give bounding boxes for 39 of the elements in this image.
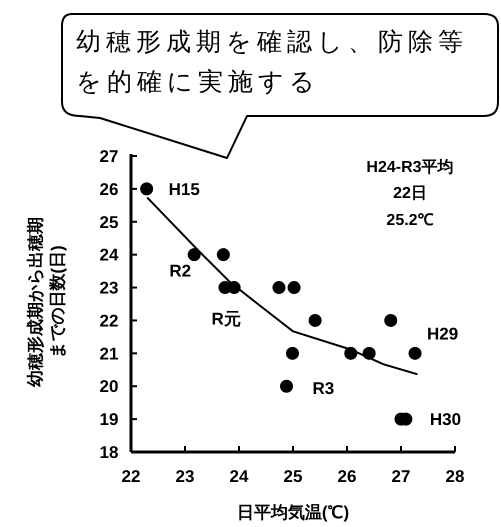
annotation: 22日 xyxy=(393,185,427,202)
x-tick-label: 26 xyxy=(338,467,356,486)
point xyxy=(308,314,322,327)
point xyxy=(288,281,301,294)
x-axis-title: 日平均気温(℃) xyxy=(236,503,350,522)
x-tick-label: 24 xyxy=(230,467,249,486)
point xyxy=(384,314,398,327)
x-tick-label: 27 xyxy=(392,467,410,486)
point xyxy=(286,346,299,360)
annotation: R3 xyxy=(312,379,334,398)
y-tick-label: 21 xyxy=(100,344,118,364)
x-tick-label: 28 xyxy=(446,467,464,486)
point xyxy=(216,248,230,262)
point xyxy=(272,281,286,294)
point xyxy=(140,182,154,196)
annotation: R元 xyxy=(212,310,241,329)
annotation: R2 xyxy=(169,262,192,281)
text: 幼穂形成期を確認し、防除等を的確に実施する xyxy=(76,26,469,98)
annotation: 25.2℃ xyxy=(386,212,434,229)
y-tick-label: 20 xyxy=(100,377,118,396)
point xyxy=(408,346,422,360)
y-tick-label: 27 xyxy=(100,147,118,166)
point xyxy=(188,248,201,262)
y-tick-label: 25 xyxy=(100,212,118,232)
y-tick-label: 24 xyxy=(100,246,119,265)
point xyxy=(280,380,294,393)
annotation: H15 xyxy=(168,180,200,199)
x-tick-label: 23 xyxy=(176,467,194,486)
y-tick-label: 18 xyxy=(100,443,118,462)
y-axis-title: 幼穂形成期から出穂期までの日数(日) xyxy=(25,216,68,389)
annotation: H29 xyxy=(427,324,458,344)
y-tick-label: 26 xyxy=(100,180,118,199)
x-tick-label: 22 xyxy=(122,467,140,486)
annotation: H24-R3平均 xyxy=(366,158,454,176)
x-tick-label: 25 xyxy=(284,467,302,486)
y-tick-label: 22 xyxy=(100,311,118,330)
annotation: H30 xyxy=(430,410,462,430)
y-tick-label: 23 xyxy=(100,278,118,298)
y-tick-label: 19 xyxy=(100,410,118,430)
